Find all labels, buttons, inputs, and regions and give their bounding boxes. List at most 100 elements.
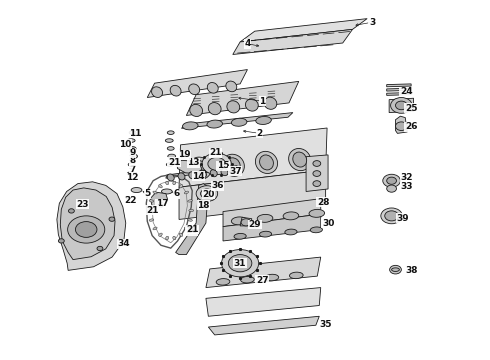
Ellipse shape bbox=[129, 131, 136, 134]
Ellipse shape bbox=[173, 236, 176, 240]
Ellipse shape bbox=[153, 227, 157, 230]
Ellipse shape bbox=[189, 172, 196, 179]
Polygon shape bbox=[387, 93, 411, 95]
Ellipse shape bbox=[231, 217, 247, 225]
Ellipse shape bbox=[189, 157, 211, 179]
Ellipse shape bbox=[188, 200, 193, 202]
Ellipse shape bbox=[148, 210, 153, 212]
Polygon shape bbox=[387, 88, 411, 91]
Text: 15: 15 bbox=[217, 161, 229, 170]
Polygon shape bbox=[175, 184, 208, 255]
Ellipse shape bbox=[173, 181, 176, 185]
Ellipse shape bbox=[255, 151, 278, 174]
Ellipse shape bbox=[293, 152, 307, 167]
Text: 4: 4 bbox=[244, 39, 250, 48]
Text: 10: 10 bbox=[119, 140, 131, 149]
Ellipse shape bbox=[210, 170, 217, 177]
Ellipse shape bbox=[131, 188, 142, 193]
Polygon shape bbox=[60, 188, 115, 260]
Text: 5: 5 bbox=[144, 189, 150, 198]
Ellipse shape bbox=[245, 99, 258, 111]
Ellipse shape bbox=[265, 274, 279, 281]
Ellipse shape bbox=[189, 84, 199, 95]
Polygon shape bbox=[147, 69, 247, 98]
Ellipse shape bbox=[189, 210, 194, 212]
Ellipse shape bbox=[184, 227, 189, 230]
Ellipse shape bbox=[221, 168, 228, 176]
Circle shape bbox=[58, 239, 64, 243]
Circle shape bbox=[390, 265, 401, 274]
Circle shape bbox=[383, 174, 400, 187]
Ellipse shape bbox=[193, 161, 207, 176]
Text: 18: 18 bbox=[197, 201, 210, 210]
Circle shape bbox=[391, 98, 412, 113]
Text: 12: 12 bbox=[126, 174, 139, 183]
Polygon shape bbox=[176, 160, 202, 174]
Circle shape bbox=[208, 157, 225, 170]
Circle shape bbox=[200, 189, 213, 198]
Ellipse shape bbox=[264, 97, 277, 109]
Polygon shape bbox=[181, 113, 293, 129]
Ellipse shape bbox=[159, 233, 162, 237]
Ellipse shape bbox=[166, 163, 173, 166]
Text: 22: 22 bbox=[124, 195, 136, 204]
Ellipse shape bbox=[127, 139, 135, 142]
Ellipse shape bbox=[260, 155, 273, 170]
Polygon shape bbox=[206, 257, 321, 288]
Polygon shape bbox=[387, 84, 411, 87]
Text: 14: 14 bbox=[192, 172, 205, 181]
Text: 28: 28 bbox=[317, 198, 329, 207]
Text: 11: 11 bbox=[129, 129, 141, 138]
Text: 25: 25 bbox=[405, 104, 417, 113]
Ellipse shape bbox=[129, 147, 136, 150]
Ellipse shape bbox=[166, 236, 169, 240]
Ellipse shape bbox=[208, 103, 221, 115]
Ellipse shape bbox=[153, 191, 157, 194]
Ellipse shape bbox=[166, 181, 169, 185]
Text: 19: 19 bbox=[177, 150, 190, 159]
Ellipse shape bbox=[207, 120, 222, 128]
Ellipse shape bbox=[128, 163, 135, 166]
Polygon shape bbox=[166, 166, 237, 178]
Polygon shape bbox=[208, 316, 319, 335]
Circle shape bbox=[202, 153, 231, 175]
Text: 24: 24 bbox=[400, 87, 413, 96]
Ellipse shape bbox=[190, 104, 202, 117]
Ellipse shape bbox=[184, 191, 189, 194]
Ellipse shape bbox=[130, 154, 138, 158]
Polygon shape bbox=[240, 19, 367, 42]
Circle shape bbox=[109, 217, 115, 221]
Text: 38: 38 bbox=[405, 266, 417, 275]
Text: 23: 23 bbox=[76, 200, 89, 209]
Ellipse shape bbox=[256, 117, 271, 125]
Ellipse shape bbox=[168, 154, 175, 158]
Polygon shape bbox=[57, 182, 126, 270]
Circle shape bbox=[75, 222, 97, 237]
Ellipse shape bbox=[207, 82, 218, 93]
Polygon shape bbox=[223, 214, 321, 241]
Ellipse shape bbox=[179, 185, 183, 188]
Text: 34: 34 bbox=[118, 239, 130, 248]
Text: 31: 31 bbox=[234, 259, 246, 268]
Ellipse shape bbox=[127, 172, 136, 175]
Text: 32: 32 bbox=[400, 174, 413, 183]
Ellipse shape bbox=[167, 147, 174, 150]
Text: 26: 26 bbox=[405, 122, 417, 131]
Polygon shape bbox=[179, 170, 326, 220]
Ellipse shape bbox=[310, 227, 322, 233]
Polygon shape bbox=[240, 217, 252, 226]
Text: 2: 2 bbox=[257, 129, 263, 138]
Polygon shape bbox=[389, 98, 414, 113]
Text: 6: 6 bbox=[173, 189, 180, 198]
Text: 20: 20 bbox=[202, 190, 215, 199]
Circle shape bbox=[69, 209, 74, 213]
Polygon shape bbox=[186, 81, 299, 116]
Ellipse shape bbox=[167, 131, 174, 134]
Ellipse shape bbox=[178, 173, 185, 180]
Ellipse shape bbox=[289, 148, 311, 171]
Ellipse shape bbox=[226, 158, 240, 173]
Ellipse shape bbox=[151, 87, 163, 98]
Ellipse shape bbox=[159, 185, 162, 188]
Text: 21: 21 bbox=[209, 148, 222, 157]
Ellipse shape bbox=[227, 101, 240, 113]
